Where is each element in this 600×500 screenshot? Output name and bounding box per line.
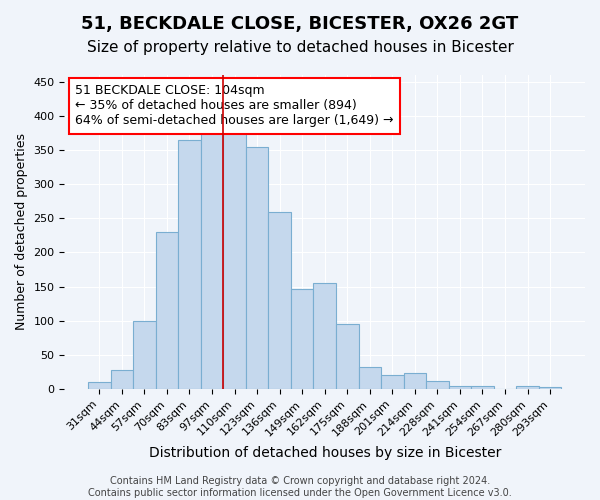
Bar (516, 386, 539, 389)
Text: Size of property relative to detached houses in Bicester: Size of property relative to detached ho… (86, 40, 514, 55)
Text: Contains HM Land Registry data © Crown copyright and database right 2024.
Contai: Contains HM Land Registry data © Crown c… (88, 476, 512, 498)
Bar (449, 386, 471, 389)
Text: 51, BECKDALE CLOSE, BICESTER, OX26 2GT: 51, BECKDALE CLOSE, BICESTER, OX26 2GT (82, 15, 518, 33)
Bar (178, 140, 201, 389)
Bar (201, 133, 223, 389)
Bar (268, 212, 291, 389)
Bar (539, 387, 562, 389)
Bar (471, 386, 494, 389)
Bar (291, 288, 313, 389)
Bar (155, 232, 178, 389)
Bar (426, 381, 449, 389)
Bar (133, 320, 155, 389)
Bar (246, 146, 268, 389)
Bar (110, 370, 133, 389)
X-axis label: Distribution of detached houses by size in Bicester: Distribution of detached houses by size … (149, 446, 501, 460)
Bar (381, 374, 404, 389)
Bar (359, 367, 381, 389)
Bar (313, 283, 336, 389)
Bar (336, 324, 359, 389)
Bar (404, 374, 426, 389)
Y-axis label: Number of detached properties: Number of detached properties (15, 134, 28, 330)
Bar (223, 133, 246, 389)
Text: 51 BECKDALE CLOSE: 104sqm
← 35% of detached houses are smaller (894)
64% of semi: 51 BECKDALE CLOSE: 104sqm ← 35% of detac… (75, 84, 394, 128)
Bar (88, 382, 110, 389)
